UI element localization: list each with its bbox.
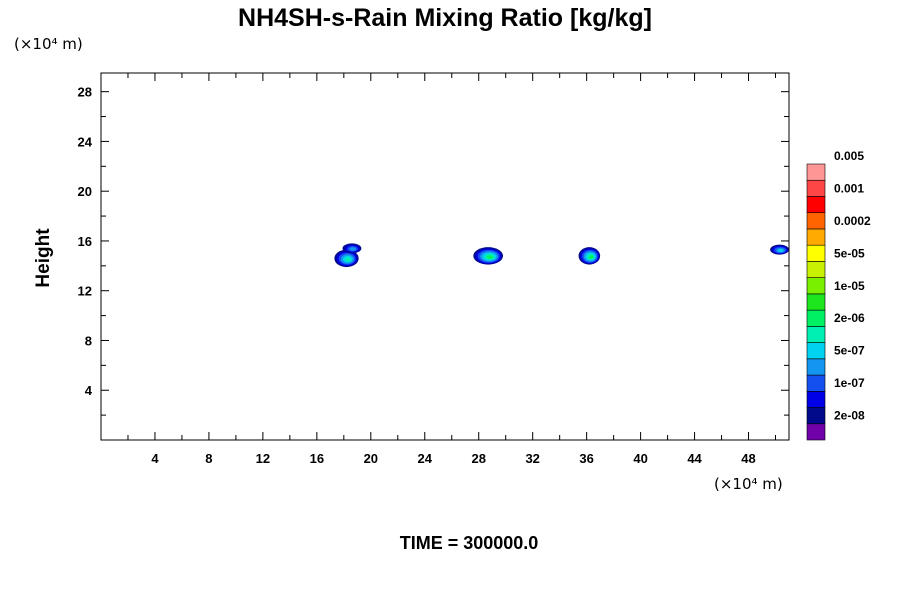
colorbar-swatch — [806, 293, 826, 311]
contour-level — [588, 255, 594, 259]
colorbar-label: 2e-08 — [834, 409, 865, 423]
colorbar-swatch — [806, 196, 826, 214]
x-tick-label: 20 — [364, 451, 378, 466]
time-label: TIME = 300000.0 — [400, 533, 539, 553]
y-tick-label: 24 — [78, 134, 93, 149]
x-tick-label: 40 — [633, 451, 647, 466]
rain-feature-2 — [473, 247, 504, 265]
colorbar-swatch — [806, 390, 826, 408]
colorbar-swatch — [806, 277, 826, 295]
colorbar-label: 2e-06 — [834, 311, 865, 325]
x-tick-label: 16 — [310, 451, 324, 466]
y-tick-label: 8 — [85, 333, 92, 348]
colorbar-swatch — [806, 179, 826, 197]
colorbar-swatch — [806, 326, 826, 343]
colorbar-swatch — [806, 261, 826, 278]
colorbar-swatch — [806, 423, 826, 441]
colorbar-swatch — [806, 244, 826, 262]
colorbar-label: 5e-05 — [834, 246, 865, 260]
x-tick-label: 4 — [151, 451, 159, 466]
colorbar-swatch — [806, 228, 826, 246]
y-axis-unit: (×10⁴ m) — [14, 35, 83, 53]
rain-feature-0 — [334, 249, 359, 268]
x-axis: 4 8 12 16 20 24 28 32 36 40 44 48 — [127, 73, 777, 466]
contour-level — [345, 257, 351, 262]
contour-level — [486, 255, 494, 259]
colorbar-swatch — [806, 358, 826, 376]
rain-feature-3 — [578, 247, 601, 265]
y-tick-label: 4 — [85, 383, 93, 398]
colorbar-label: 5e-07 — [834, 344, 865, 358]
colorbar-swatch — [806, 374, 826, 392]
colorbar-swatch — [806, 407, 826, 425]
x-tick-label: 44 — [687, 451, 702, 466]
colorbar-swatch — [806, 163, 826, 181]
colorbar-swatch — [806, 309, 826, 327]
colorbar-label: 0.001 — [834, 181, 864, 195]
x-axis-unit: (×10⁴ m) — [714, 475, 783, 493]
colorbar-label: 0.0002 — [834, 214, 871, 228]
rain-feature-1 — [342, 243, 362, 254]
y-axis: 4 8 12 16 20 24 28 — [78, 85, 789, 416]
colorbar-swatch — [806, 342, 826, 360]
x-tick-label: 8 — [205, 451, 212, 466]
y-axis-label: Height — [33, 228, 54, 288]
colorbar-swatch — [806, 212, 826, 230]
x-tick-label: 12 — [256, 451, 270, 466]
contour-level — [349, 247, 357, 251]
plot-features — [334, 243, 790, 268]
x-tick-label: 32 — [525, 451, 539, 466]
y-tick-label: 12 — [78, 284, 92, 299]
x-tick-label: 48 — [741, 451, 755, 466]
rain-feature-4 — [770, 244, 790, 255]
x-tick-label: 24 — [418, 451, 433, 466]
colorbar-label: 1e-05 — [834, 279, 865, 293]
plot-frame — [100, 72, 790, 441]
colorbar-label: 1e-07 — [834, 376, 865, 390]
y-tick-label: 20 — [78, 184, 92, 199]
colorbar: 2e-08 1e-07 5e-07 2e-06 1e-05 5e-05 0.0002 0.00… — [806, 149, 871, 441]
y-tick-label: 16 — [78, 234, 92, 249]
x-tick-label: 28 — [471, 451, 485, 466]
x-tick-label: 36 — [579, 451, 593, 466]
y-tick-label: 28 — [78, 85, 92, 100]
chart-title: NH4SH-s-Rain Mixing Ratio [kg/kg] — [238, 4, 652, 32]
colorbar-label: 0.005 — [834, 149, 864, 163]
contour-level — [778, 249, 784, 252]
